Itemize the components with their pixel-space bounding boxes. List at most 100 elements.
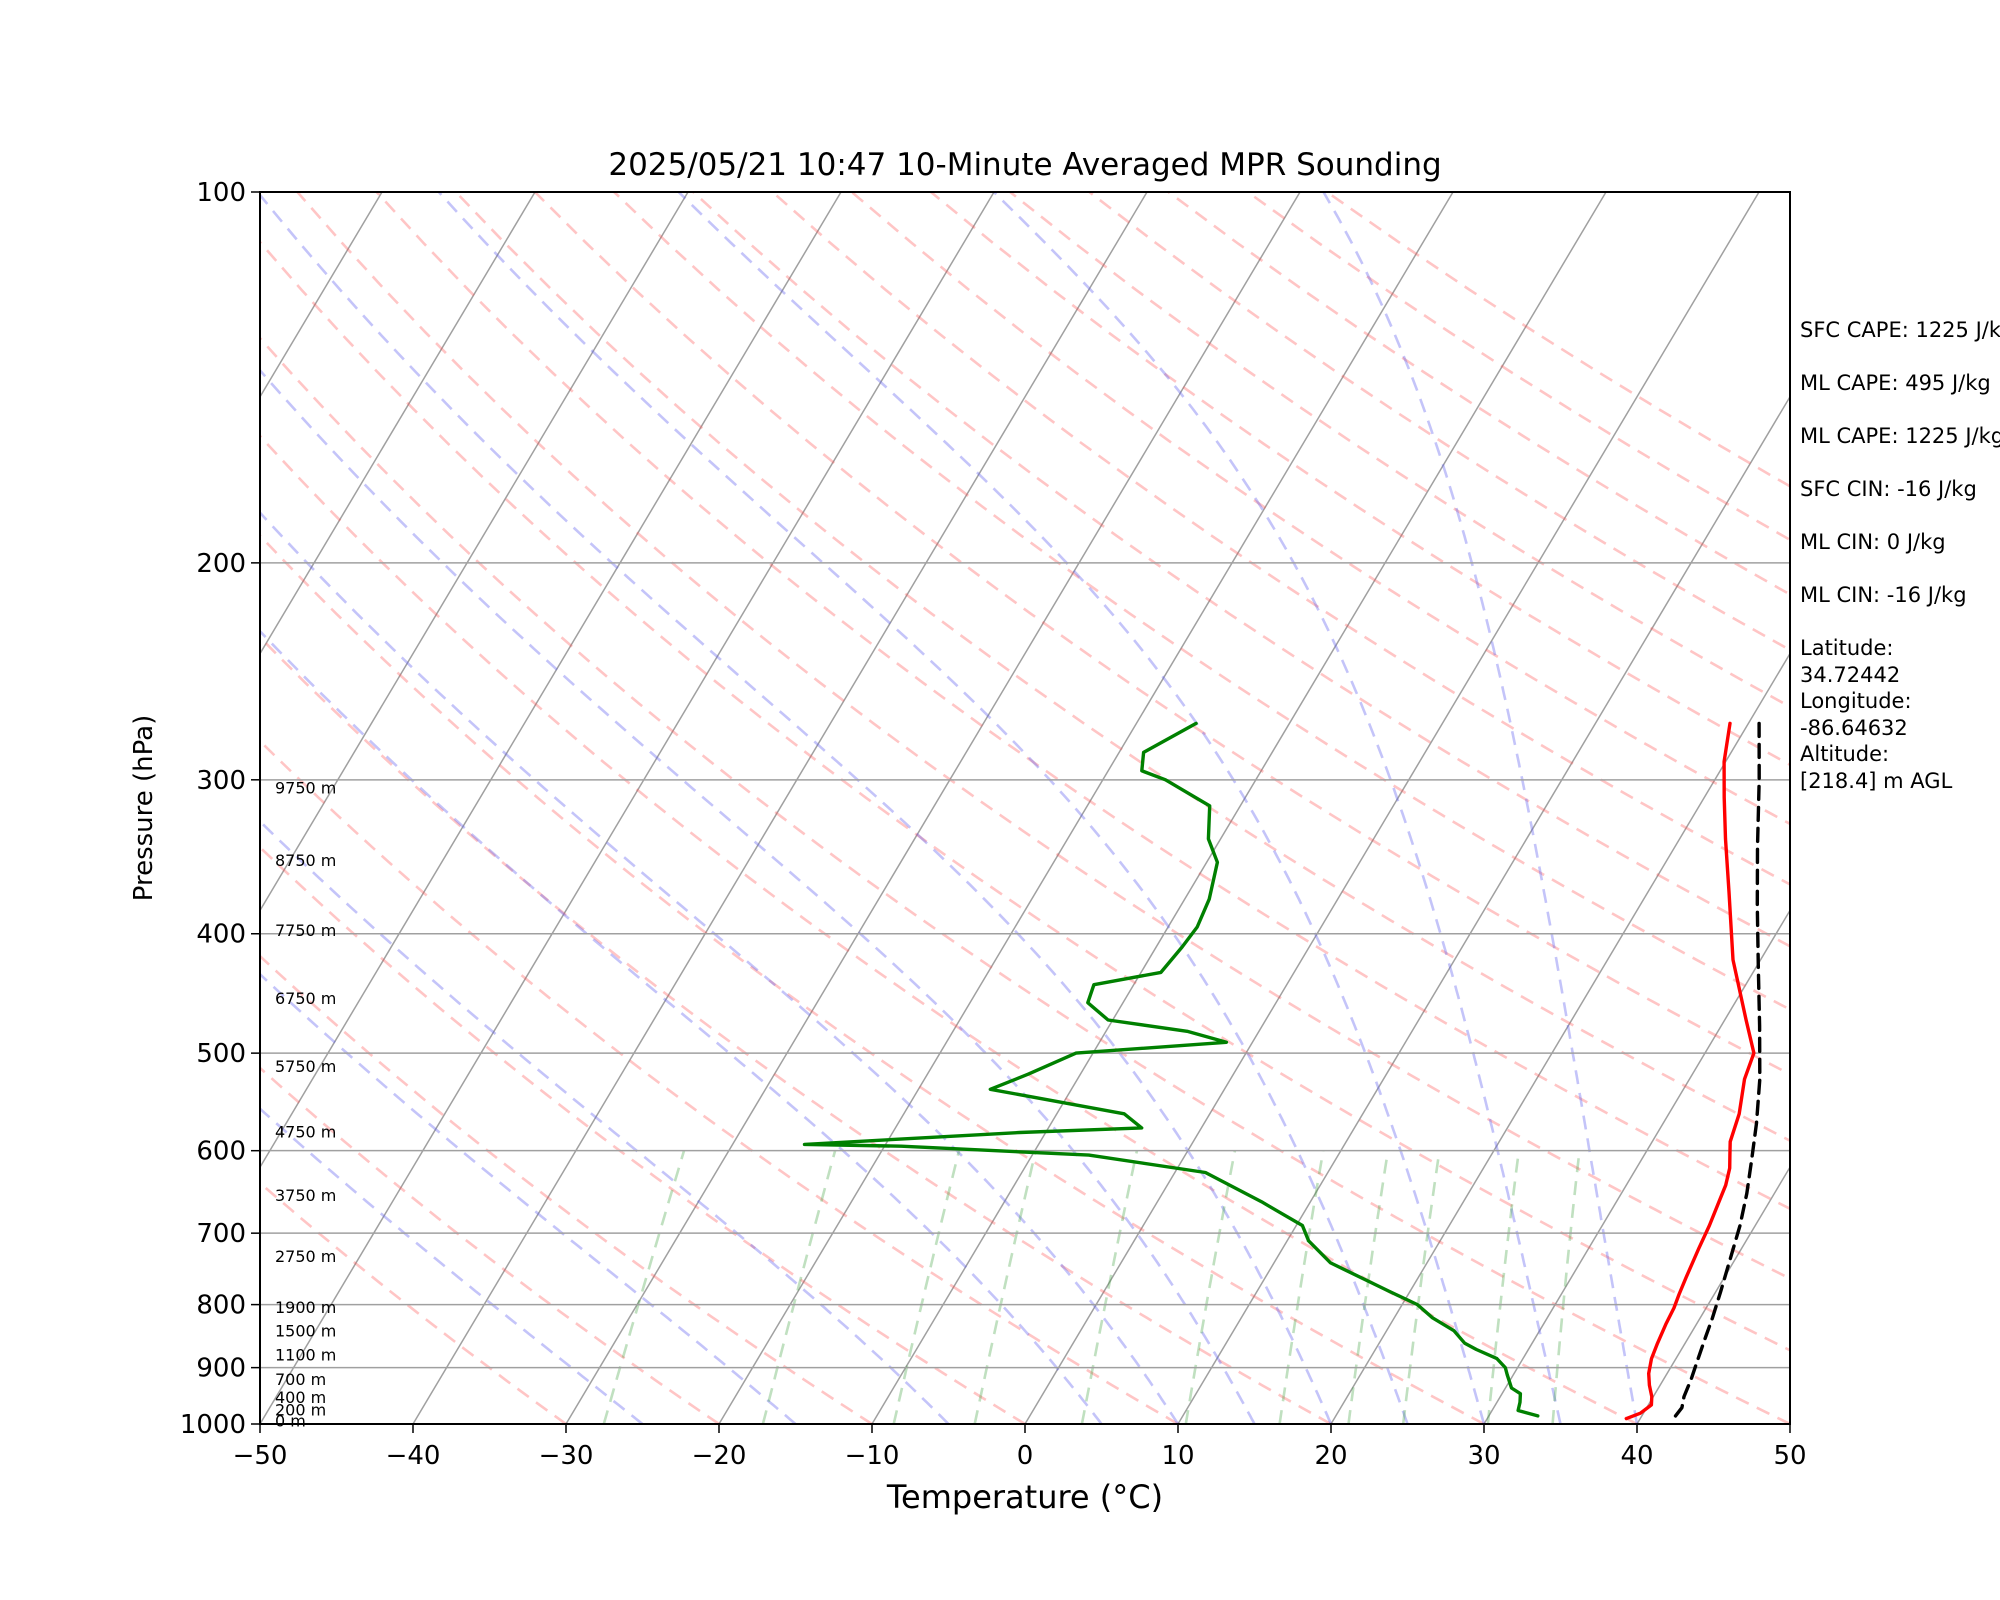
dry-adiabat-line bbox=[260, 1066, 720, 1424]
info-annotation: ML CAPE: 1225 J/kg bbox=[1800, 424, 2000, 448]
dry-adiabat-line bbox=[260, 1181, 567, 1424]
info-annotation-line: SFC CAPE: 1225 J/kg bbox=[1800, 318, 2000, 342]
info-annotation: SFC CAPE: 1225 J/kg bbox=[1800, 318, 2000, 342]
moist-adiabat-line bbox=[677, 192, 1486, 1424]
info-annotation-line: [218.4] m AGL bbox=[1800, 769, 1953, 793]
isotherm-line bbox=[1330, 652, 1790, 1424]
info-annotation: Altitude: [218.4] m AGL bbox=[1800, 742, 1953, 793]
altitude-label: 1500 m bbox=[275, 1321, 336, 1340]
isotherm-line bbox=[1636, 1165, 1790, 1424]
altitude-label: 3750 m bbox=[275, 1186, 336, 1205]
y-tick-label: 100 bbox=[196, 178, 246, 208]
series-line-1 bbox=[1624, 721, 1756, 1421]
x-axis: −50 −40 −30 −20 −10 0 10 20 30 40 50 bbox=[233, 1424, 1807, 1471]
isotherm-line bbox=[0, 192, 229, 1424]
isotherm-line bbox=[1483, 908, 1790, 1424]
info-annotation-line: ML CIN: 0 J/kg bbox=[1800, 530, 1946, 554]
info-annotation: Latitude: 34.72442 bbox=[1800, 636, 1900, 687]
altitude-label: 7750 m bbox=[275, 921, 336, 940]
series-line-3 bbox=[802, 721, 1540, 1418]
moist-adiabat-line bbox=[260, 629, 1103, 1424]
grid bbox=[260, 191, 1790, 1425]
moist-adiabat-line bbox=[260, 192, 1333, 1424]
chart-title: 2025/05/21 10:47 10-Minute Averaged MPR … bbox=[608, 147, 1441, 183]
x-tick-label: −40 bbox=[386, 1441, 441, 1471]
dry-adiabat-line bbox=[260, 434, 1638, 1424]
info-annotation-line: Longitude: bbox=[1800, 689, 1912, 713]
x-tick-label: 30 bbox=[1467, 1441, 1500, 1471]
info-annotation-line: Altitude: bbox=[1800, 742, 1889, 766]
dry-adiabat-line bbox=[260, 533, 1485, 1424]
dry-adiabat-line bbox=[260, 240, 1790, 1352]
dry-adiabat-line bbox=[533, 192, 1790, 1076]
moist-adiabat-line bbox=[1322, 192, 1639, 1424]
y-tick-label: 600 bbox=[196, 1137, 246, 1167]
dry-adiabat-line bbox=[454, 192, 1790, 1143]
dry-adiabat-line bbox=[296, 192, 1790, 1281]
info-annotation-line: -86.64632 bbox=[1800, 716, 1908, 740]
mixing-ratio-line bbox=[1486, 1150, 1521, 1424]
y-tick-label: 400 bbox=[196, 920, 246, 950]
info-annotation-line: 34.72442 bbox=[1800, 663, 1900, 687]
altitude-label: 1100 m bbox=[275, 1346, 336, 1365]
isotherm-line bbox=[260, 192, 689, 912]
y-tick-label: 800 bbox=[196, 1291, 246, 1321]
isotherm-line bbox=[412, 192, 1148, 1424]
moist-adiabat-line bbox=[260, 819, 950, 1424]
y-tick-label: 900 bbox=[196, 1354, 246, 1384]
isotherm-line bbox=[260, 192, 536, 656]
altitude-label: 8750 m bbox=[275, 851, 336, 870]
info-annotation: SFC CIN: -16 J/kg bbox=[1800, 477, 1977, 501]
info-annotation-line: ML CIN: -16 J/kg bbox=[1800, 583, 1967, 607]
dry-adiabat-line bbox=[375, 192, 1790, 1211]
isotherm-line bbox=[565, 192, 1301, 1424]
moist-adiabat-line bbox=[437, 192, 1409, 1424]
mixing-ratio-line bbox=[1278, 1150, 1325, 1424]
isotherm-line bbox=[260, 192, 842, 1169]
y-tick-label: 300 bbox=[196, 766, 246, 796]
altitude-label: 6750 m bbox=[275, 989, 336, 1008]
info-annotation-line: ML CAPE: 495 J/kg bbox=[1800, 371, 1991, 395]
moist-adiabat-line bbox=[260, 1107, 644, 1424]
moist-adiabat-line bbox=[260, 368, 1256, 1424]
series-line-2 bbox=[1673, 721, 1762, 1418]
y-tick-label: 1000 bbox=[180, 1410, 246, 1440]
y-axis-label: Pressure (hPa) bbox=[129, 715, 159, 902]
altitude-label: 400 m bbox=[275, 1388, 326, 1407]
dry-adiabat-line bbox=[260, 635, 1332, 1424]
isotherm-line bbox=[260, 192, 995, 1424]
mixing-ratio-line bbox=[973, 1150, 1037, 1424]
dry-adiabat-line bbox=[260, 845, 1026, 1424]
altitude-label: 700 m bbox=[275, 1370, 326, 1389]
y-tick-label: 500 bbox=[196, 1039, 246, 1069]
altitude-label: 4750 m bbox=[275, 1123, 336, 1142]
altitude-label: 9750 m bbox=[275, 779, 336, 798]
x-tick-label: −50 bbox=[233, 1441, 288, 1471]
plot-frame bbox=[259, 191, 1791, 1425]
info-annotation-line: Latitude: bbox=[1800, 636, 1894, 660]
info-annotation: Longitude: -86.64632 bbox=[1800, 689, 1912, 740]
altitude-label: 0 m bbox=[275, 1411, 306, 1430]
x-tick-label: −30 bbox=[539, 1441, 594, 1471]
moist-adiabat-line bbox=[992, 192, 1562, 1424]
x-tick-label: 10 bbox=[1161, 1441, 1194, 1471]
x-tick-label: −20 bbox=[692, 1441, 747, 1471]
y-tick-label: 700 bbox=[196, 1219, 246, 1249]
altitude-label: 5750 m bbox=[275, 1057, 336, 1076]
x-axis-label: Temperature (°C) bbox=[886, 1478, 1163, 1516]
x-tick-label: 20 bbox=[1314, 1441, 1347, 1471]
y-tick-label: 200 bbox=[196, 549, 246, 579]
info-annotation: ML CIN: 0 J/kg bbox=[1800, 530, 1946, 554]
mixing-ratio-line bbox=[1184, 1150, 1237, 1424]
x-tick-label: −10 bbox=[845, 1441, 900, 1471]
x-tick-label: 0 bbox=[1017, 1441, 1034, 1471]
isotherm-line bbox=[1024, 192, 1760, 1424]
isotherm-line bbox=[0, 192, 76, 1424]
altitude-label: 2750 m bbox=[275, 1247, 336, 1266]
x-tick-label: 40 bbox=[1620, 1441, 1653, 1471]
y-axis: 100 200 300 400 500 600 700 800 900 1000 bbox=[180, 178, 260, 1440]
mixing-ratio-line bbox=[892, 1150, 961, 1424]
isotherm-line bbox=[871, 192, 1607, 1424]
